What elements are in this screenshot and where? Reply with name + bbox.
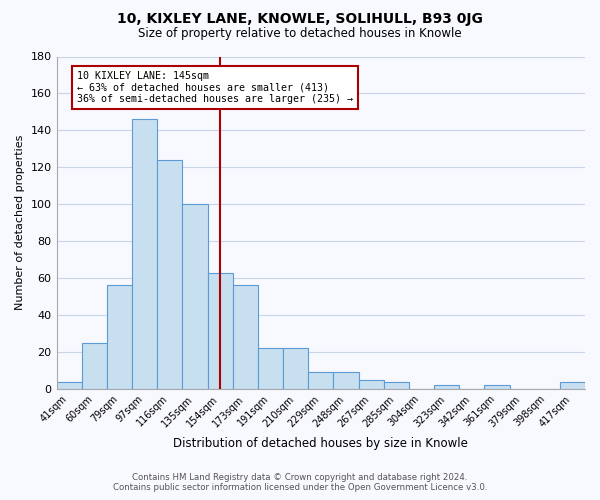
Bar [283,348,308,389]
Bar [484,385,509,389]
Bar [233,286,258,389]
Bar [132,120,157,389]
Bar [107,286,132,389]
X-axis label: Distribution of detached houses by size in Knowle: Distribution of detached houses by size … [173,437,468,450]
Bar [182,204,208,389]
Bar [383,382,409,389]
Bar [82,342,107,389]
Bar [56,382,82,389]
Bar [258,348,283,389]
Y-axis label: Number of detached properties: Number of detached properties [15,135,25,310]
Text: Contains HM Land Registry data © Crown copyright and database right 2024.
Contai: Contains HM Land Registry data © Crown c… [113,473,487,492]
Text: 10, KIXLEY LANE, KNOWLE, SOLIHULL, B93 0JG: 10, KIXLEY LANE, KNOWLE, SOLIHULL, B93 0… [117,12,483,26]
Bar [308,372,334,389]
Text: 10 KIXLEY LANE: 145sqm
← 63% of detached houses are smaller (413)
36% of semi-de: 10 KIXLEY LANE: 145sqm ← 63% of detached… [77,72,353,104]
Bar [359,380,383,389]
Bar [334,372,359,389]
Bar [157,160,182,389]
Bar [208,272,233,389]
Text: Size of property relative to detached houses in Knowle: Size of property relative to detached ho… [138,28,462,40]
Bar [560,382,585,389]
Bar [434,385,459,389]
